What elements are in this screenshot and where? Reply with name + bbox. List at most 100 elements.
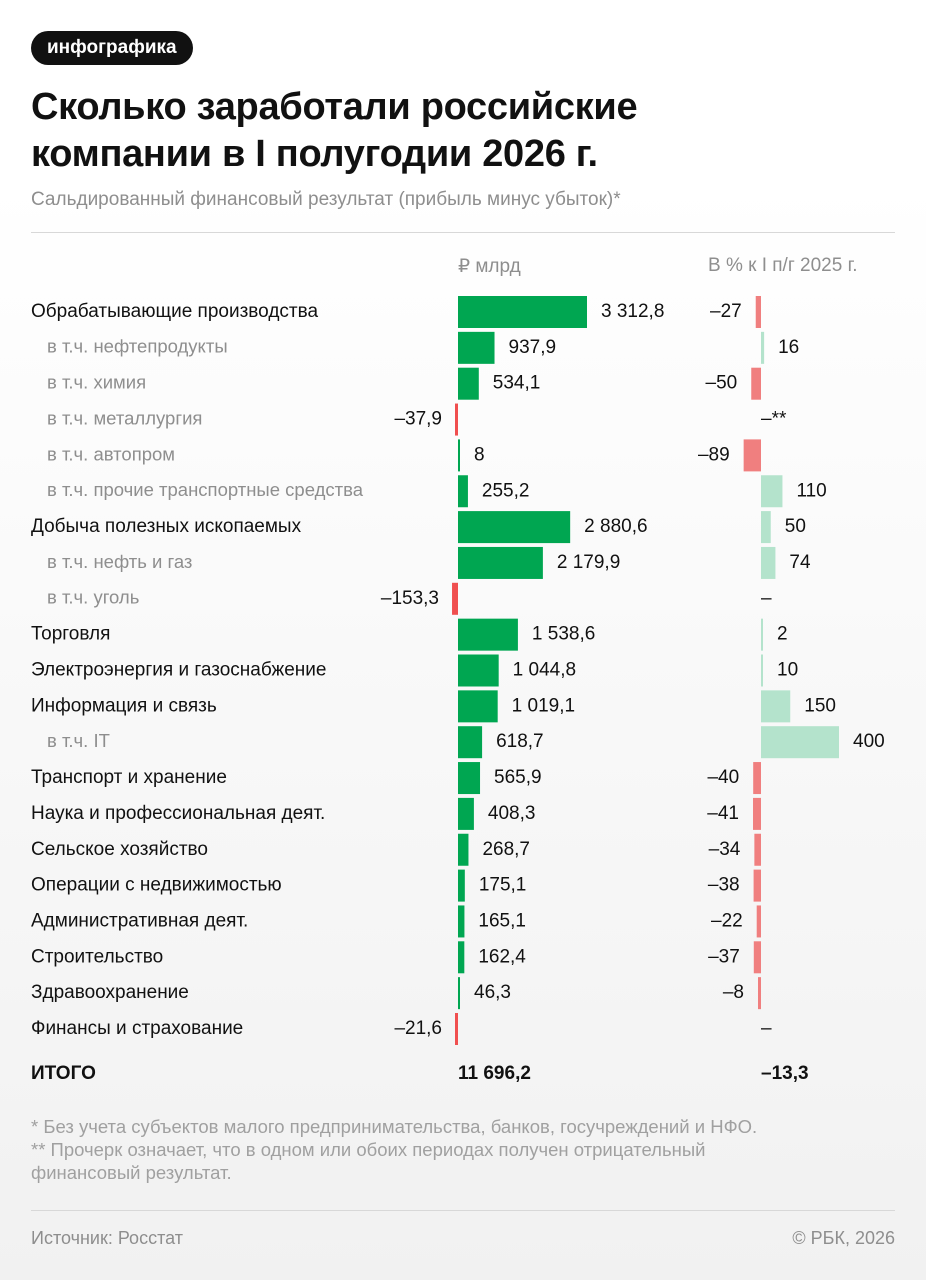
value-label: 165,1	[478, 910, 526, 931]
footnote-1: * Без учета субъектов малого предпринима…	[31, 1116, 758, 1137]
copyright-label: © РБК, 2026	[792, 1228, 895, 1248]
sub-category-label: в т.ч. автопром	[47, 443, 175, 464]
chart-subtitle: Сальдированный финансовый результат (при…	[31, 189, 621, 210]
pct-label: –34	[709, 839, 741, 860]
value-label: 534,1	[493, 373, 541, 394]
category-label: Сельское хозяйство	[31, 839, 208, 860]
value-bar	[452, 582, 458, 615]
value-label: 408,3	[488, 803, 536, 824]
pct-label: 110	[796, 480, 826, 501]
value-bar	[455, 1013, 458, 1045]
category-label: Обрабатывающие производства	[31, 301, 318, 322]
pct-label: –89	[698, 444, 730, 465]
pct-bar	[761, 726, 839, 759]
value-label: 565,9	[494, 767, 542, 788]
pct-label: –	[761, 1018, 772, 1039]
value-label: –153,3	[381, 588, 439, 609]
header-divider	[31, 232, 895, 233]
total-label: ИТОГО	[31, 1063, 96, 1084]
pct-label: 150	[804, 695, 836, 716]
source-label: Источник: Росстат	[31, 1228, 183, 1248]
pct-label: 16	[778, 337, 799, 358]
value-label: 1 044,8	[513, 660, 576, 681]
value-bar	[458, 977, 460, 1010]
value-bar	[458, 690, 498, 723]
value-label: –37,9	[394, 409, 442, 430]
pct-bar	[761, 475, 783, 508]
column-header-pct: В % к I п/г 2025 г.	[708, 255, 858, 276]
pct-label: –8	[723, 982, 744, 1003]
value-bar	[458, 833, 469, 866]
pct-label: 2	[777, 624, 788, 645]
pct-bar	[743, 439, 761, 472]
value-label: 8	[474, 444, 485, 465]
pct-bar	[753, 869, 761, 902]
value-bar	[458, 618, 518, 651]
value-bar	[458, 331, 495, 364]
pct-bar	[753, 797, 761, 830]
bar-chart: Обрабатывающие производства 3 312,8 –27 в т…	[31, 296, 885, 1084]
category-label: Строительство	[31, 946, 163, 967]
value-label: 2 880,6	[584, 516, 647, 537]
pct-bar	[753, 762, 761, 795]
sub-category-label: в т.ч. металлургия	[47, 407, 202, 428]
category-label: Наука и профессиональная деят.	[31, 803, 325, 824]
value-label: 46,3	[474, 982, 511, 1003]
category-label: Административная деят.	[31, 910, 248, 931]
pct-label: 10	[777, 660, 798, 681]
pct-label: –41	[707, 803, 739, 824]
value-label: –21,6	[394, 1018, 442, 1039]
value-bar	[458, 296, 587, 328]
value-label: 268,7	[482, 839, 530, 860]
value-bar	[458, 762, 481, 795]
category-label: Здравоохранение	[31, 982, 189, 1003]
value-bar	[455, 403, 458, 436]
value-bar	[458, 905, 465, 938]
footnotes: * Без учета субъектов малого предпринима…	[31, 1115, 901, 1184]
category-label: Добыча полезных ископаемых	[31, 516, 302, 537]
pct-label: –37	[708, 946, 740, 967]
pct-bar	[755, 296, 761, 328]
category-label: Информация и связь	[31, 695, 217, 716]
value-label: 618,7	[496, 731, 544, 752]
total-pct: –13,3	[761, 1063, 809, 1084]
pct-label: –**	[761, 409, 787, 430]
pct-label: 50	[785, 516, 806, 537]
value-bar	[458, 941, 465, 974]
value-label: 1 019,1	[512, 695, 575, 716]
sub-category-label: в т.ч. нефтепродукты	[47, 336, 228, 357]
category-label: Операции с недвижимостью	[31, 875, 282, 896]
value-label: 3 312,8	[601, 301, 664, 322]
value-label: 2 179,9	[557, 552, 620, 573]
footnote-2: ** Прочерк означает, что в одном или обо…	[31, 1139, 706, 1160]
column-header-value: ₽ млрд	[458, 256, 521, 277]
value-bar	[458, 869, 465, 902]
pct-bar	[753, 941, 761, 974]
category-badge: инфографика	[31, 31, 193, 65]
value-bar	[458, 475, 468, 508]
value-bar	[458, 511, 571, 544]
pct-bar	[751, 367, 761, 400]
pct-bar	[756, 905, 761, 938]
pct-label: –	[761, 588, 772, 609]
value-bar	[458, 726, 483, 759]
sub-category-label: в т.ч. уголь	[47, 587, 139, 608]
value-label: 255,2	[482, 480, 530, 501]
pct-label: –22	[711, 910, 743, 931]
pct-bar	[754, 833, 761, 866]
value-bar	[458, 367, 479, 400]
pct-bar	[761, 511, 771, 544]
value-bar	[458, 546, 543, 579]
sub-category-label: в т.ч. нефть и газ	[47, 551, 192, 572]
total-value: 11 696,2	[458, 1063, 531, 1084]
title-line-2: компании в I полугодии 2026 г.	[31, 133, 598, 175]
value-label: 937,9	[509, 337, 557, 358]
value-bar	[458, 654, 499, 687]
value-bar	[458, 797, 474, 830]
sub-category-label: в т.ч. прочие транспортные средства	[47, 479, 364, 500]
value-label: 162,4	[478, 946, 526, 967]
pct-bar	[761, 546, 776, 579]
pct-label: –27	[710, 301, 742, 322]
pct-label: –38	[708, 875, 740, 896]
pct-bar	[758, 977, 761, 1010]
